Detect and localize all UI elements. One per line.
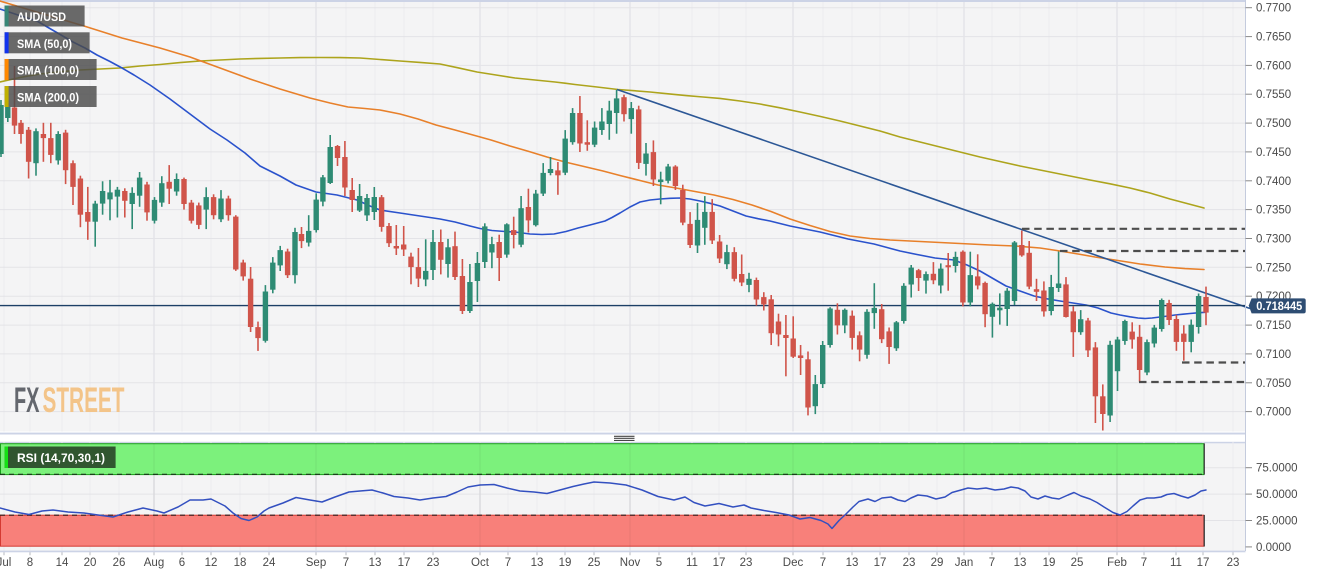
svg-text:11: 11 [686, 557, 698, 569]
svg-text:7: 7 [505, 557, 511, 569]
svg-text:19: 19 [1043, 557, 1056, 569]
svg-text:0.0000: 0.0000 [1256, 542, 1291, 554]
svg-text:Aug: Aug [144, 557, 164, 569]
svg-text:Nov: Nov [620, 557, 641, 569]
svg-text:0.7400: 0.7400 [1256, 176, 1291, 188]
svg-text:Jan: Jan [955, 557, 974, 569]
svg-text:STREET: STREET [43, 380, 125, 420]
svg-text:0.7550: 0.7550 [1256, 89, 1291, 101]
svg-text:13: 13 [846, 557, 859, 569]
svg-text:23: 23 [1227, 557, 1240, 569]
svg-text:0.7150: 0.7150 [1256, 320, 1291, 332]
svg-text:RSI (14,70,30,1): RSI (14,70,30,1) [17, 453, 105, 465]
svg-text:11: 11 [1170, 557, 1182, 569]
svg-text:19: 19 [559, 557, 572, 569]
svg-text:17: 17 [713, 557, 726, 569]
svg-text:23: 23 [427, 557, 440, 569]
svg-text:50.0000: 50.0000 [1256, 489, 1298, 501]
svg-text:17: 17 [1197, 557, 1210, 569]
svg-text:25: 25 [588, 557, 601, 569]
svg-text:5: 5 [656, 557, 662, 569]
svg-text:75.0000: 75.0000 [1256, 463, 1298, 475]
svg-text:17: 17 [874, 557, 887, 569]
svg-text:Sep: Sep [306, 557, 326, 569]
svg-text:0.7600: 0.7600 [1256, 60, 1291, 72]
svg-text:SMA (100,0): SMA (100,0) [17, 64, 79, 78]
svg-text:18: 18 [234, 557, 247, 569]
svg-text:SMA (200,0): SMA (200,0) [17, 91, 79, 105]
svg-text:FX: FX [14, 380, 40, 420]
svg-text:0.7650: 0.7650 [1256, 32, 1291, 44]
svg-text:13: 13 [369, 557, 382, 569]
svg-text:0.7450: 0.7450 [1256, 147, 1291, 159]
svg-text:14: 14 [56, 557, 69, 569]
svg-text:0.7300: 0.7300 [1256, 234, 1291, 246]
svg-text:0.7700: 0.7700 [1256, 3, 1291, 15]
svg-text:Dec: Dec [783, 557, 804, 569]
svg-text:6: 6 [179, 557, 185, 569]
svg-text:24: 24 [263, 557, 276, 569]
svg-text:0.718445: 0.718445 [1256, 299, 1302, 313]
svg-text:SMA (50,0): SMA (50,0) [17, 37, 72, 51]
svg-text:7: 7 [343, 557, 349, 569]
svg-text:Oct: Oct [471, 557, 490, 569]
svg-text:7: 7 [1141, 557, 1147, 569]
svg-text:29: 29 [931, 557, 944, 569]
svg-text:8: 8 [27, 557, 33, 569]
svg-text:25.0000: 25.0000 [1256, 516, 1298, 528]
svg-text:0.7000: 0.7000 [1256, 407, 1291, 419]
svg-text:23: 23 [903, 557, 916, 569]
svg-text:0.7350: 0.7350 [1256, 205, 1291, 217]
svg-text:13: 13 [531, 557, 544, 569]
svg-text:13: 13 [1014, 557, 1027, 569]
svg-text:0.7500: 0.7500 [1256, 118, 1291, 130]
svg-text:AUD/USD: AUD/USD [17, 10, 66, 24]
svg-text:0.7050: 0.7050 [1256, 378, 1291, 390]
svg-text:7: 7 [820, 557, 826, 569]
svg-text:23: 23 [740, 557, 753, 569]
svg-text:Feb: Feb [1107, 557, 1127, 569]
svg-text:0.7100: 0.7100 [1256, 349, 1291, 361]
svg-text:7: 7 [989, 557, 995, 569]
svg-text:Jul: Jul [0, 557, 11, 569]
svg-text:17: 17 [398, 557, 411, 569]
svg-text:25: 25 [1071, 557, 1084, 569]
svg-text:12: 12 [205, 557, 218, 569]
svg-text:20: 20 [84, 557, 97, 569]
svg-text:0.7250: 0.7250 [1256, 262, 1291, 274]
svg-text:26: 26 [113, 557, 126, 569]
